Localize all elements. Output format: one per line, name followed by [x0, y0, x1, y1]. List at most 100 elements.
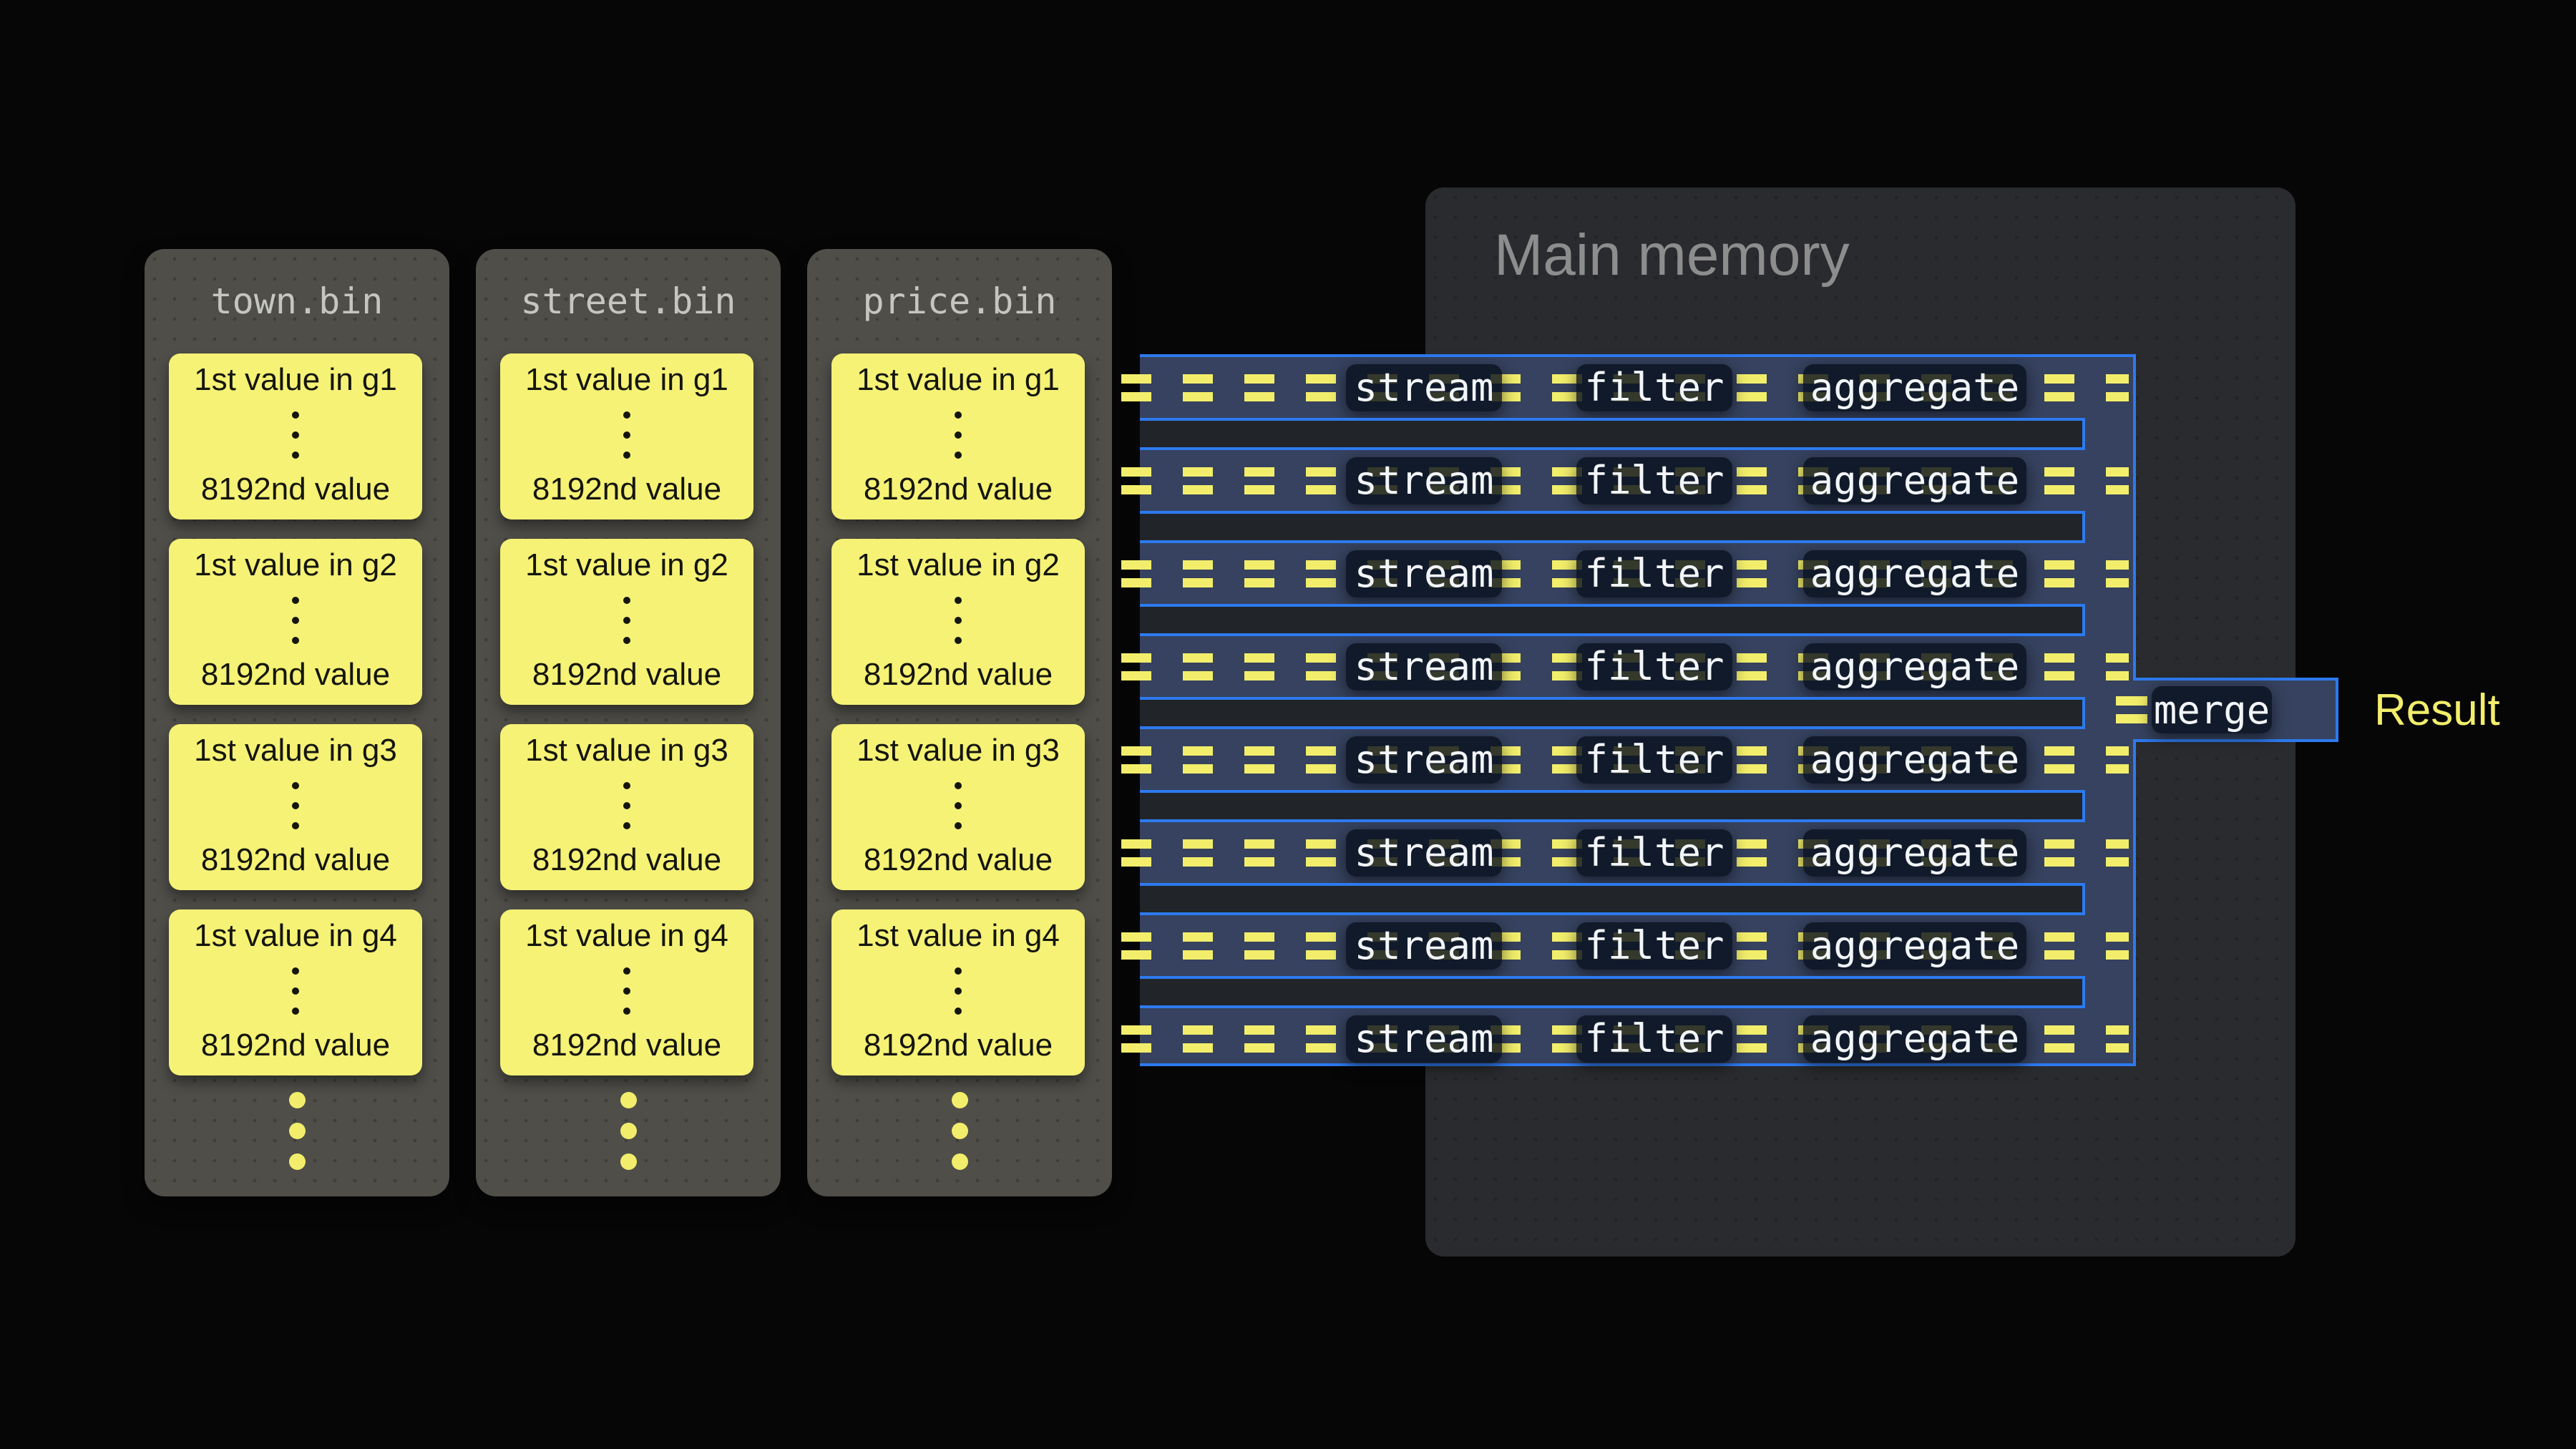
value-group-card-g3: 1st value in g3 8192nd value [831, 724, 1085, 890]
row-gap-outline [1140, 697, 2085, 729]
filter-operator-label: filter [1576, 829, 1732, 877]
group-last-value: 8192nd value [200, 842, 391, 878]
aggregate-operator-label: aggregate [1803, 457, 2026, 504]
group-last-value: 8192nd value [532, 842, 722, 878]
pipelines-container: stream filter aggregate stream filter ag… [1121, 354, 2136, 1069]
value-ellipsis-icon [623, 967, 630, 1015]
aggregate-operator-label: aggregate [1803, 736, 2026, 784]
group-first-value: 1st value in g1 [525, 362, 728, 397]
pipeline-row-3: stream filter aggregate [1121, 543, 2136, 604]
group-first-value: 1st value in g3 [857, 733, 1060, 768]
row-gap-outline [1140, 418, 2085, 450]
group-last-value: 8192nd value [532, 657, 722, 693]
group-last-value: 8192nd value [200, 1028, 391, 1063]
value-group-card-g2: 1st value in g2 8192nd value [831, 539, 1085, 705]
result-label: Result [2374, 685, 2500, 735]
file-name-town: town.bin [210, 280, 384, 322]
group-first-value: 1st value in g2 [857, 547, 1060, 582]
more-groups-ellipsis-icon [145, 1092, 449, 1170]
pipeline-row-6: stream filter aggregate [1121, 822, 2136, 883]
pipeline-row-8: stream filter aggregate [1121, 1008, 2136, 1069]
more-groups-ellipsis-icon [476, 1092, 781, 1170]
filter-operator-label: filter [1576, 1015, 1732, 1063]
value-group-card-g4: 1st value in g4 8192nd value [831, 909, 1085, 1075]
file-column-price: price.bin 1st value in g1 8192nd value 1… [807, 249, 1112, 1196]
value-group-card-g1: 1st value in g1 8192nd value [500, 353, 753, 519]
stream-operator-label: stream [1346, 457, 1502, 504]
value-group-card-g1: 1st value in g1 8192nd value [169, 353, 422, 519]
group-last-value: 8192nd value [532, 1028, 722, 1063]
stream-operator-label: stream [1346, 364, 1502, 411]
value-group-card-g3: 1st value in g3 8192nd value [169, 724, 422, 890]
group-first-value: 1st value in g3 [525, 733, 728, 768]
group-last-value: 8192nd value [863, 472, 1053, 507]
aggregate-operator-label: aggregate [1803, 922, 2026, 970]
group-last-value: 8192nd value [200, 472, 391, 507]
value-ellipsis-icon [292, 597, 299, 644]
value-ellipsis-icon [292, 782, 299, 829]
value-ellipsis-icon [955, 597, 962, 644]
filter-operator-label: filter [1576, 736, 1732, 784]
aggregate-operator-label: aggregate [1803, 364, 2026, 411]
filter-operator-label: filter [1576, 922, 1732, 970]
pipeline-row-7: stream filter aggregate [1121, 915, 2136, 976]
filter-operator-label: filter [1576, 643, 1732, 691]
value-ellipsis-icon [623, 597, 630, 644]
value-ellipsis-icon [292, 967, 299, 1015]
row-gap-outline [1140, 604, 2085, 636]
pipeline-row-2: stream filter aggregate [1121, 450, 2136, 511]
pipeline-row-5: stream filter aggregate [1121, 729, 2136, 790]
file-name-price: price.bin [862, 280, 1057, 322]
value-group-card-g1: 1st value in g1 8192nd value [831, 353, 1085, 519]
value-ellipsis-icon [955, 967, 962, 1015]
main-memory-title: Main memory [1494, 223, 1850, 288]
row-gap-outline [1140, 511, 2085, 543]
group-first-value: 1st value in g4 [525, 918, 728, 953]
file-column-street: street.bin 1st value in g1 8192nd value … [476, 249, 781, 1196]
group-last-value: 8192nd value [863, 842, 1053, 878]
group-first-value: 1st value in g2 [525, 547, 728, 582]
group-first-value: 1st value in g1 [194, 362, 397, 397]
value-group-card-g4: 1st value in g4 8192nd value [500, 909, 753, 1075]
stream-operator-label: stream [1346, 922, 1502, 970]
group-first-value: 1st value in g4 [857, 918, 1060, 953]
aggregate-operator-label: aggregate [1803, 643, 2026, 691]
group-last-value: 8192nd value [532, 472, 722, 507]
merge-band: merge [2116, 678, 2338, 742]
filter-operator-label: filter [1576, 457, 1732, 504]
data-flow-dashes-icon [2116, 696, 2147, 723]
value-ellipsis-icon [623, 411, 630, 459]
filter-operator-label: filter [1576, 550, 1732, 597]
pipeline-row-1: stream filter aggregate [1121, 357, 2136, 418]
row-gap-outline [1140, 790, 2085, 822]
group-first-value: 1st value in g2 [194, 547, 397, 582]
pipeline-row-4: stream filter aggregate [1121, 636, 2136, 697]
value-group-card-g2: 1st value in g2 8192nd value [500, 539, 753, 705]
stream-operator-label: stream [1346, 736, 1502, 784]
value-ellipsis-icon [292, 411, 299, 459]
stream-operator-label: stream [1346, 1015, 1502, 1063]
group-first-value: 1st value in g4 [194, 918, 397, 953]
filter-operator-label: filter [1576, 364, 1732, 411]
aggregate-operator-label: aggregate [1803, 1015, 2026, 1063]
row-gap-outline [1140, 883, 2085, 915]
value-group-card-g3: 1st value in g3 8192nd value [500, 724, 753, 890]
aggregate-operator-label: aggregate [1803, 550, 2026, 597]
aggregate-operator-label: aggregate [1803, 829, 2026, 877]
group-first-value: 1st value in g3 [194, 733, 397, 768]
value-ellipsis-icon [955, 411, 962, 459]
row-gap-outline [1140, 976, 2085, 1008]
value-ellipsis-icon [955, 782, 962, 829]
file-name-street: street.bin [520, 280, 736, 322]
stream-operator-label: stream [1346, 829, 1502, 877]
group-first-value: 1st value in g1 [857, 362, 1060, 397]
file-column-town: town.bin 1st value in g1 8192nd value 1s… [145, 249, 449, 1196]
value-group-card-g2: 1st value in g2 8192nd value [169, 539, 422, 705]
value-group-card-g4: 1st value in g4 8192nd value [169, 909, 422, 1075]
more-groups-ellipsis-icon [807, 1092, 1112, 1170]
stream-operator-label: stream [1346, 550, 1502, 597]
stream-operator-label: stream [1346, 643, 1502, 691]
group-last-value: 8192nd value [200, 657, 391, 693]
value-ellipsis-icon [623, 782, 630, 829]
